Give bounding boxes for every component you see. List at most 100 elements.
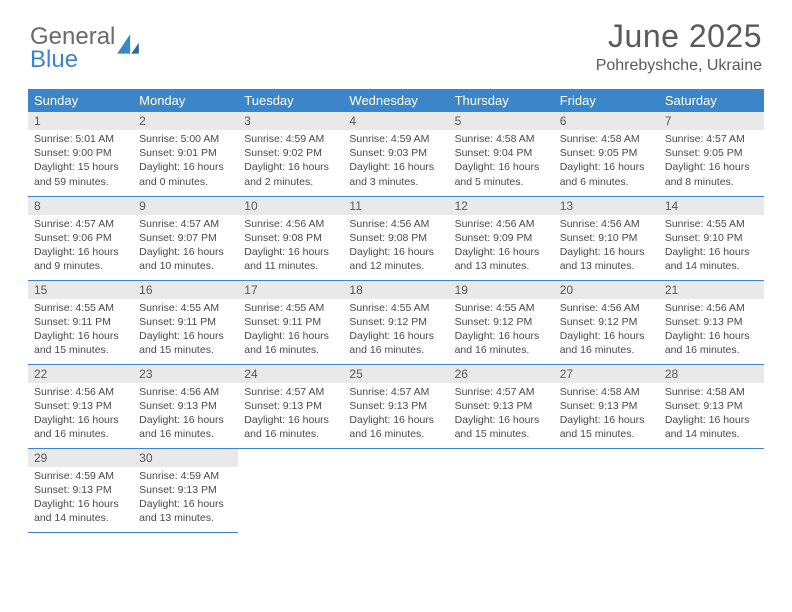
sunrise-line: Sunrise: 4:57 AM: [139, 217, 232, 231]
sunrise-line: Sunrise: 4:56 AM: [349, 217, 442, 231]
sunset-line: Sunset: 9:13 PM: [139, 399, 232, 413]
sunrise-line: Sunrise: 4:57 AM: [34, 217, 127, 231]
day-info: Sunrise: 4:59 AMSunset: 9:02 PMDaylight:…: [238, 132, 343, 193]
sunrise-line: Sunrise: 4:56 AM: [560, 217, 653, 231]
sunset-line: Sunset: 9:13 PM: [665, 315, 758, 329]
daylight-line: Daylight: 16 hours and 8 minutes.: [665, 160, 758, 188]
day-number: 21: [659, 281, 764, 299]
sunrise-line: Sunrise: 4:55 AM: [455, 301, 548, 315]
daylight-line: Daylight: 16 hours and 16 minutes.: [244, 413, 337, 441]
calendar-day-cell: 26Sunrise: 4:57 AMSunset: 9:13 PMDayligh…: [449, 364, 554, 448]
calendar-day-cell: 15Sunrise: 4:55 AMSunset: 9:11 PMDayligh…: [28, 280, 133, 364]
day-info: Sunrise: 4:56 AMSunset: 9:13 PMDaylight:…: [133, 385, 238, 446]
calendar-day-cell: 21 Sunrise: 4:56 AMSunset: 9:13 PMDayligh…: [659, 280, 764, 364]
daylight-line: Daylight: 16 hours and 12 minutes.: [349, 245, 442, 273]
sunset-line: Sunset: 9:11 PM: [139, 315, 232, 329]
header: General Blue June 2025 Pohrebyshche, Ukr…: [0, 0, 792, 75]
sunrise-line: Sunrise: 4:57 AM: [244, 385, 337, 399]
sunrise-line: Sunrise: 4:58 AM: [455, 132, 548, 146]
day-number: 6: [554, 112, 659, 130]
sunset-line: Sunset: 9:11 PM: [244, 315, 337, 329]
calendar-day-cell: 3Sunrise: 4:59 AMSunset: 9:02 PMDaylight…: [238, 112, 343, 196]
day-info: Sunrise: 4:55 AMSunset: 9:11 PMDaylight:…: [238, 301, 343, 362]
sunset-line: Sunset: 9:08 PM: [349, 231, 442, 245]
day-info: Sunrise: 4:57 AMSunset: 9:13 PMDaylight:…: [238, 385, 343, 446]
day-number: 17: [238, 281, 343, 299]
day-info: Sunrise: 4:58 AMSunset: 9:13 PMDaylight:…: [659, 385, 764, 446]
calendar-day-cell: 14Sunrise: 4:55 AMSunset: 9:10 PMDayligh…: [659, 196, 764, 280]
day-number: 25: [343, 365, 448, 383]
calendar-day-cell: 19Sunrise: 4:55 AMSunset: 9:12 PMDayligh…: [449, 280, 554, 364]
daylight-line: Daylight: 16 hours and 15 minutes.: [139, 329, 232, 357]
daylight-line: Daylight: 16 hours and 0 minutes.: [139, 160, 232, 188]
calendar-day-cell: 30Sunrise: 4:59 AMSunset: 9:13 PMDayligh…: [133, 448, 238, 532]
day-info: Sunrise: 4:58 AMSunset: 9:05 PMDaylight:…: [554, 132, 659, 193]
sunrise-line: Sunrise: 4:58 AM: [560, 385, 653, 399]
daylight-line: Daylight: 16 hours and 13 minutes.: [139, 497, 232, 525]
sunrise-line: Sunrise: 4:56 AM: [665, 301, 758, 315]
calendar-day-cell: [554, 448, 659, 532]
sunset-line: Sunset: 9:06 PM: [34, 231, 127, 245]
daylight-line: Daylight: 16 hours and 15 minutes.: [560, 413, 653, 441]
sunrise-line: Sunrise: 4:56 AM: [560, 301, 653, 315]
day-number: 20: [554, 281, 659, 299]
weekday-header: Tuesday: [238, 89, 343, 112]
day-number: 26: [449, 365, 554, 383]
sunrise-line: Sunrise: 4:57 AM: [665, 132, 758, 146]
day-number: 19: [449, 281, 554, 299]
calendar-day-cell: 4Sunrise: 4:59 AMSunset: 9:03 PMDaylight…: [343, 112, 448, 196]
sunset-line: Sunset: 9:13 PM: [244, 399, 337, 413]
daylight-line: Daylight: 16 hours and 14 minutes.: [34, 497, 127, 525]
daylight-line: Daylight: 16 hours and 13 minutes.: [560, 245, 653, 273]
logo-sail-icon: [117, 34, 141, 63]
day-info: Sunrise: 5:00 AMSunset: 9:01 PMDaylight:…: [133, 132, 238, 193]
sunset-line: Sunset: 9:13 PM: [139, 483, 232, 497]
calendar-day-cell: 24Sunrise: 4:57 AMSunset: 9:13 PMDayligh…: [238, 364, 343, 448]
daylight-line: Daylight: 16 hours and 16 minutes.: [349, 329, 442, 357]
calendar-day-cell: 10Sunrise: 4:56 AMSunset: 9:08 PMDayligh…: [238, 196, 343, 280]
daylight-line: Daylight: 16 hours and 5 minutes.: [455, 160, 548, 188]
sunrise-line: Sunrise: 4:56 AM: [455, 217, 548, 231]
calendar-day-cell: 16Sunrise: 4:55 AMSunset: 9:11 PMDayligh…: [133, 280, 238, 364]
daylight-line: Daylight: 16 hours and 13 minutes.: [455, 245, 548, 273]
calendar-day-cell: 12Sunrise: 4:56 AMSunset: 9:09 PMDayligh…: [449, 196, 554, 280]
day-number: 30: [133, 449, 238, 467]
daylight-line: Daylight: 15 hours and 59 minutes.: [34, 160, 127, 188]
sunset-line: Sunset: 9:13 PM: [560, 399, 653, 413]
calendar-day-cell: 28 Sunrise: 4:58 AMSunset: 9:13 PMDayligh…: [659, 364, 764, 448]
sunrise-line: Sunrise: 4:56 AM: [244, 217, 337, 231]
day-info: Sunrise: 4:55 AMSunset: 9:11 PMDaylight:…: [133, 301, 238, 362]
sunrise-line: Sunrise: 4:55 AM: [244, 301, 337, 315]
sunset-line: Sunset: 9:11 PM: [34, 315, 127, 329]
sunrise-line: Sunrise: 4:57 AM: [455, 385, 548, 399]
calendar-table: Sunday Monday Tuesday Wednesday Thursday…: [28, 89, 764, 533]
calendar-day-cell: 20Sunrise: 4:56 AMSunset: 9:12 PMDayligh…: [554, 280, 659, 364]
calendar-day-cell: 1Sunrise: 5:01 AMSunset: 9:00 PMDaylight…: [28, 112, 133, 196]
logo: General Blue: [30, 26, 141, 72]
day-number: 28: [659, 365, 764, 383]
day-info: Sunrise: 4:57 AMSunset: 9:06 PMDaylight:…: [28, 217, 133, 278]
day-info: Sunrise: 4:57 AMSunset: 9:07 PMDaylight:…: [133, 217, 238, 278]
calendar-week-row: 29 Sunrise: 4:59 AMSunset: 9:13 PMDayligh…: [28, 448, 764, 532]
calendar-day-cell: 6 Sunrise: 4:58 AMSunset: 9:05 PMDaylight…: [554, 112, 659, 196]
daylight-line: Daylight: 16 hours and 16 minutes.: [665, 329, 758, 357]
daylight-line: Daylight: 16 hours and 16 minutes.: [139, 413, 232, 441]
calendar-day-cell: 2Sunrise: 5:00 AMSunset: 9:01 PMDaylight…: [133, 112, 238, 196]
calendar-day-cell: 13Sunrise: 4:56 AMSunset: 9:10 PMDayligh…: [554, 196, 659, 280]
sunrise-line: Sunrise: 4:57 AM: [349, 385, 442, 399]
day-number: 5: [449, 112, 554, 130]
weekday-header: Saturday: [659, 89, 764, 112]
day-number: 9: [133, 197, 238, 215]
day-number: 29: [28, 449, 133, 467]
sunset-line: Sunset: 9:10 PM: [560, 231, 653, 245]
day-info: Sunrise: 4:55 AMSunset: 9:11 PMDaylight:…: [28, 301, 133, 362]
sunset-line: Sunset: 9:07 PM: [139, 231, 232, 245]
day-number: 14: [659, 197, 764, 215]
calendar-week-row: 1Sunrise: 5:01 AMSunset: 9:00 PMDaylight…: [28, 112, 764, 196]
day-info: Sunrise: 4:59 AMSunset: 9:13 PMDaylight:…: [28, 469, 133, 530]
day-info: Sunrise: 4:59 AMSunset: 9:03 PMDaylight:…: [343, 132, 448, 193]
daylight-line: Daylight: 16 hours and 6 minutes.: [560, 160, 653, 188]
weekday-header: Wednesday: [343, 89, 448, 112]
sunset-line: Sunset: 9:13 PM: [665, 399, 758, 413]
calendar-day-cell: 18Sunrise: 4:55 AMSunset: 9:12 PMDayligh…: [343, 280, 448, 364]
